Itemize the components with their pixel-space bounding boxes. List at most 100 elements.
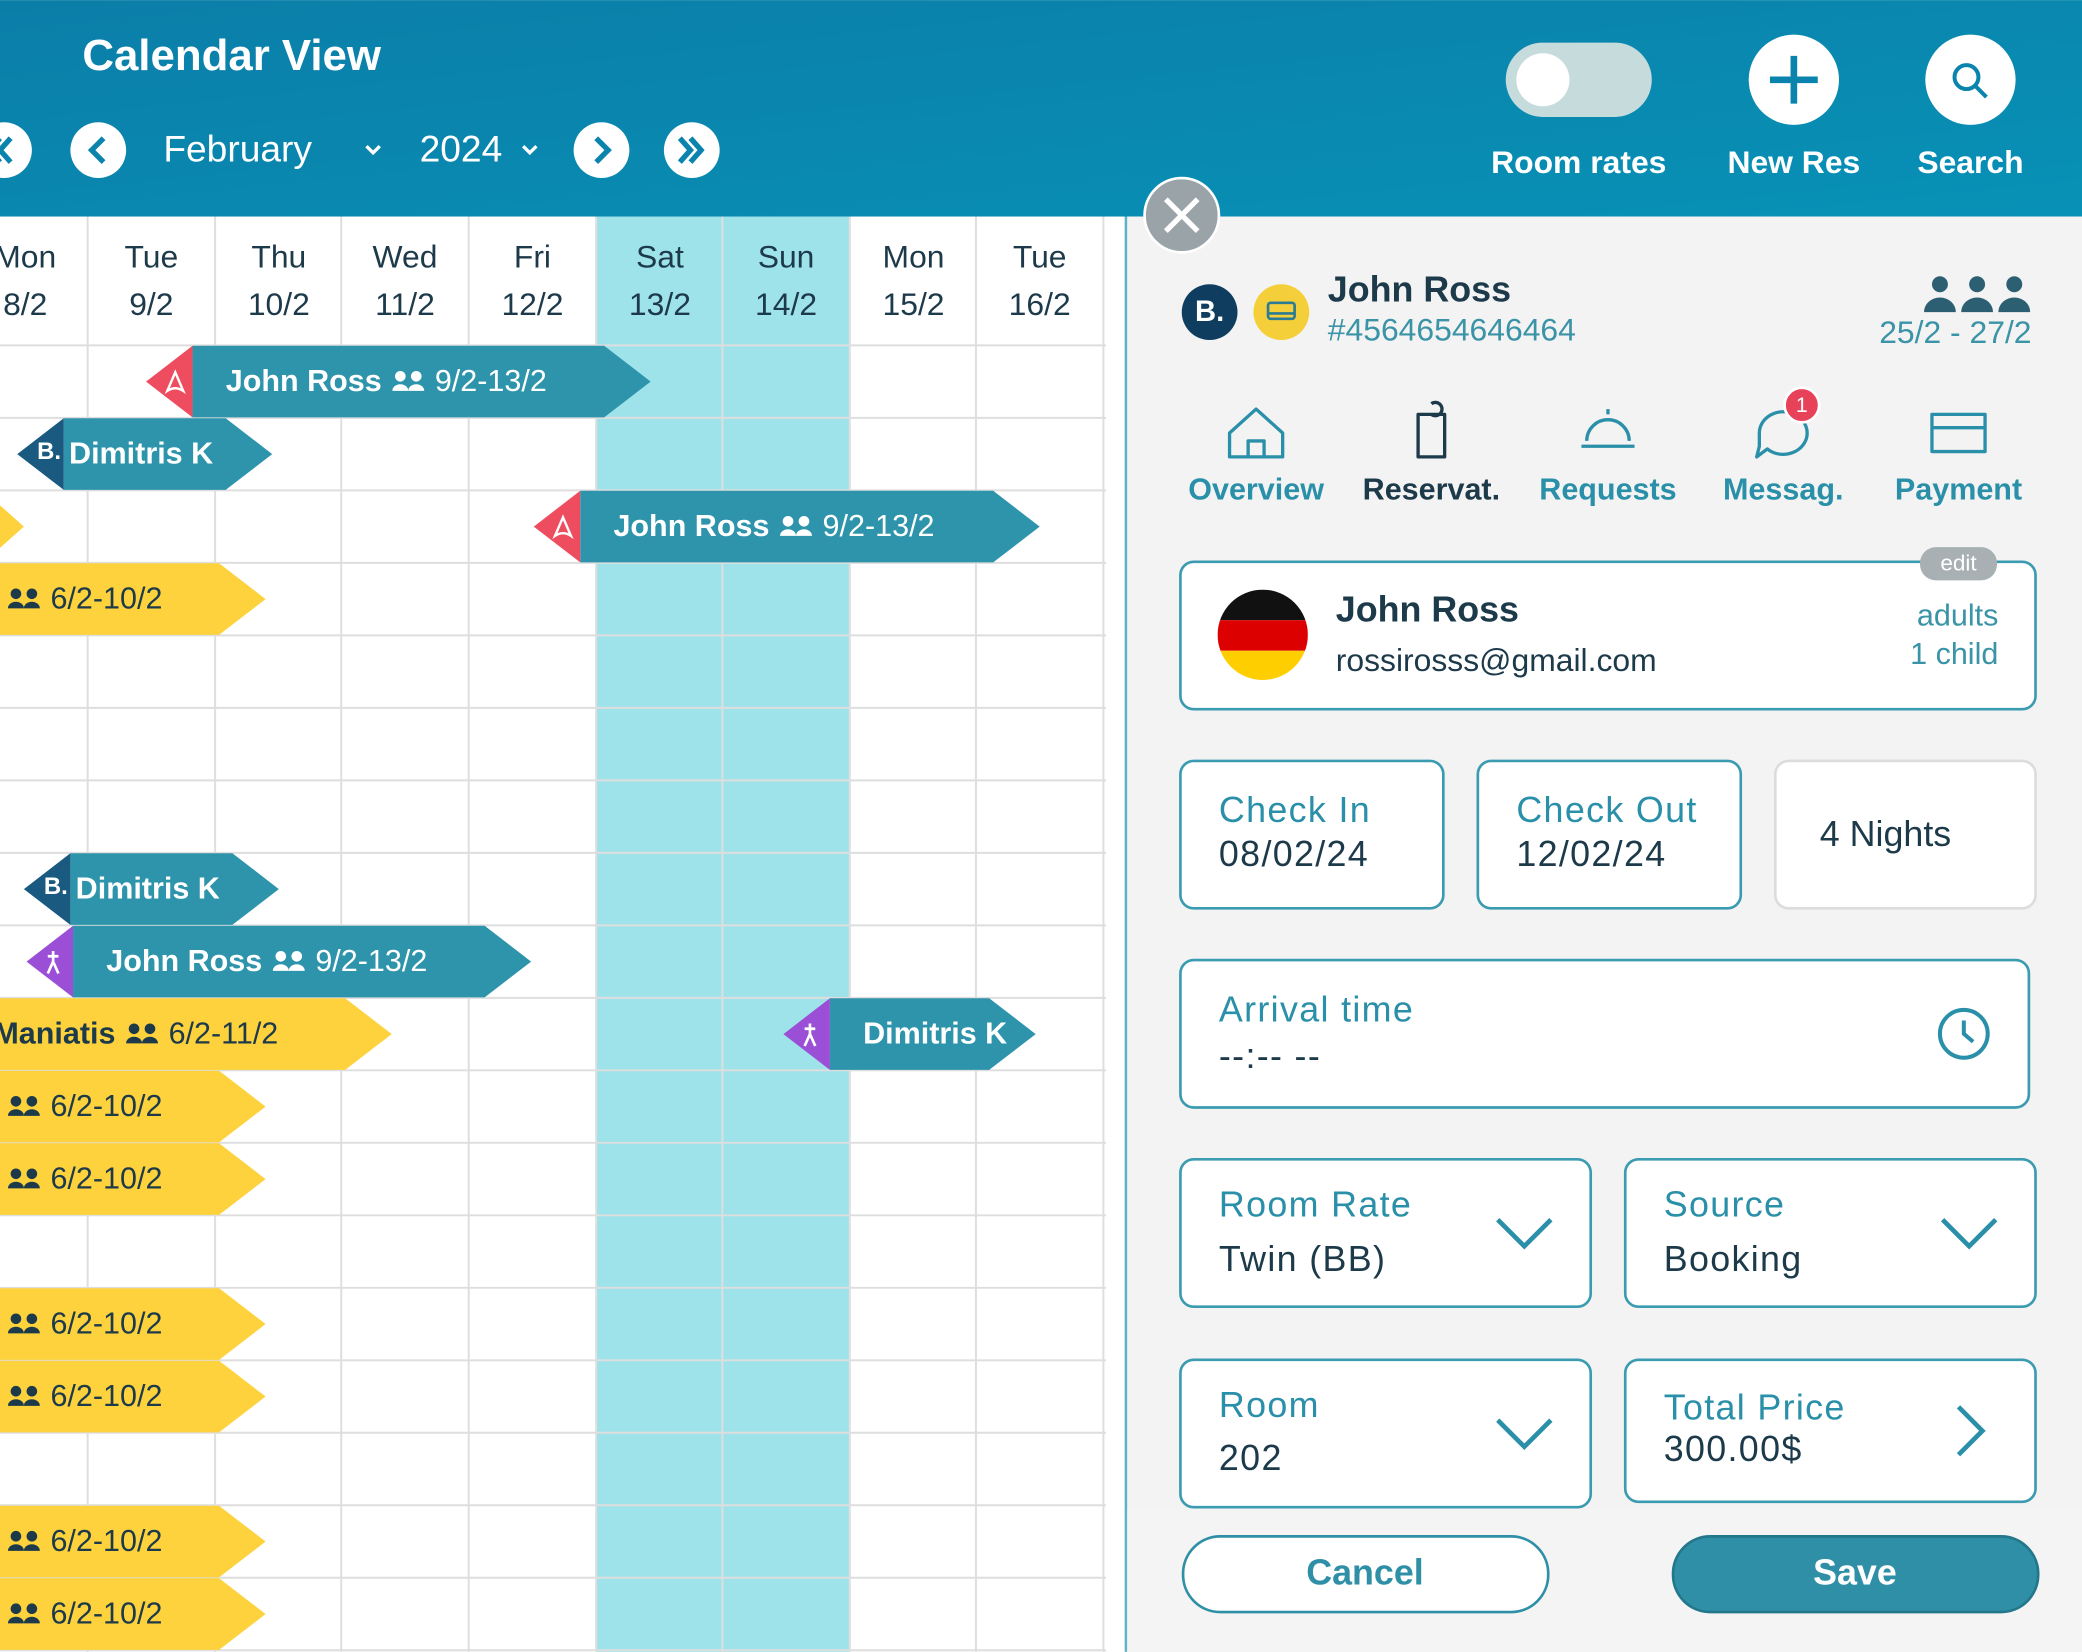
action-label[interactable]: Search [1917, 144, 2023, 180]
new-res-button[interactable] [1748, 34, 1840, 125]
icon-part [23, 1109, 40, 1116]
tab-label[interactable]: Requests [1539, 472, 1676, 506]
booking-name: John Ross [226, 364, 382, 398]
date-range: 25/2 - 27/2 [1879, 314, 2031, 350]
booking-bar[interactable]: 6/2-10/2 [0, 1288, 266, 1360]
bookings: John Ross 9/2-13/2 B. Dimitris K John Ross 9/… [0, 345, 1040, 1650]
edit-label[interactable]: edit [1940, 550, 1977, 575]
save-button[interactable] [1671, 1535, 2040, 1614]
icon-part [7, 1109, 24, 1116]
day-name: Wed [373, 238, 438, 274]
nav-last[interactable] [663, 122, 720, 179]
action-label[interactable]: Room rates [1491, 144, 1666, 180]
source-badge-text: B. [1195, 296, 1224, 328]
day-name: Sat [636, 238, 684, 274]
guests-icon [392, 370, 425, 391]
close-button[interactable] [1143, 176, 1221, 254]
field-label: Check Out [1516, 790, 1697, 830]
field-label: Room Rate [1219, 1185, 1412, 1225]
card-email: rossirosss@gmail.com [1336, 642, 1657, 678]
chevron-right [1956, 1405, 1986, 1457]
day-name: Sun [758, 238, 815, 274]
grid [0, 216, 1107, 1652]
nav-prev[interactable] [70, 122, 127, 179]
booking-name: Dimitris K [863, 1016, 1007, 1050]
tab-label[interactable]: Payment [1895, 472, 2022, 506]
icon-part [144, 1023, 156, 1035]
booking-body [580, 490, 1040, 563]
guests-icon [7, 1530, 40, 1551]
booking-bar[interactable]: 6/2-10/2 [0, 1143, 266, 1215]
booking-bar[interactable]: 6/2-10/2 [0, 1578, 266, 1650]
nav-next[interactable] [573, 122, 630, 179]
booking-bar[interactable]: Maniatis 6/2-11/2 [0, 998, 392, 1070]
icon-part [23, 1544, 40, 1551]
booking-dates: 9/2-13/2 [435, 364, 547, 398]
booking-bar[interactable]: John Ross 9/2-13/2 [146, 345, 651, 418]
field-label: Source [1664, 1185, 1786, 1225]
booking-body [63, 418, 273, 490]
icon-part [392, 384, 409, 391]
form-field[interactable]: Room 202 [1179, 1358, 1593, 1509]
icon-part [10, 1095, 22, 1107]
icon-part [7, 1544, 24, 1551]
icon-part [272, 964, 289, 971]
icon-part [395, 370, 406, 382]
message-badge [1783, 386, 1821, 424]
booking-bar[interactable]: 6/2-10/2 [0, 1360, 266, 1433]
booking-bar[interactable]: John Ross 9/2-13/2 [26, 925, 532, 998]
form-field[interactable]: Room Rate Twin (BB) [1179, 1157, 1593, 1308]
form-field[interactable]: Source Booking [1623, 1157, 2037, 1308]
icon-part [798, 515, 810, 527]
clock-hands [1961, 1020, 1975, 1044]
nav-first[interactable] [0, 122, 32, 179]
tab-label[interactable]: Overview [1188, 472, 1324, 506]
icon-part [10, 1530, 22, 1542]
booking-name: Maniatis [0, 1016, 115, 1050]
booking-bar[interactable]: 6/2-10/2 [0, 1505, 266, 1578]
cancel-label[interactable]: Cancel [1306, 1552, 1424, 1592]
booking-bar[interactable]: B. Dimitris K [17, 418, 273, 490]
booking-bar[interactable]: 6/2-10/2 [0, 1070, 266, 1143]
month-select[interactable]: February [163, 127, 312, 169]
booking-bar[interactable]: B. Dimitris K [23, 853, 279, 925]
field-label: Total Price [1664, 1388, 1846, 1428]
form-field[interactable]: Arrival time --:-- -- [1179, 958, 2031, 1109]
tab-icon [1930, 412, 1987, 454]
booking-body [0, 1143, 266, 1215]
save-label[interactable]: Save [1813, 1552, 1897, 1592]
day-name: Tue [1013, 238, 1067, 274]
booking-bar[interactable]: John Ross 9/2-13/2 [533, 490, 1040, 563]
booking-name: Dimitris K [76, 871, 220, 905]
walk-in-icon [803, 1023, 817, 1047]
edit-button[interactable] [1920, 547, 1998, 581]
booking-body [0, 1360, 266, 1433]
icon-part [408, 384, 425, 391]
field-value: --:-- -- [1219, 1036, 1321, 1076]
year-select[interactable]: 2024 [420, 127, 503, 169]
icon-part [26, 1603, 38, 1615]
booking-bar[interactable]: 6/2-10/2 [0, 563, 266, 635]
day-name: Mon [883, 238, 945, 274]
icon-part [126, 1036, 143, 1044]
channel-tag [146, 345, 193, 418]
channel-tag [17, 418, 64, 490]
tab-label[interactable]: Messag. [1723, 472, 1843, 506]
scroll-gutter [1106, 216, 1126, 1652]
booking-bar[interactable]: Dimitris K [783, 998, 1036, 1070]
room-rates-toggle[interactable] [1505, 42, 1652, 117]
icon-part [26, 1530, 38, 1542]
guest-name: John Ross [1328, 270, 1511, 310]
guests-icon [7, 1313, 40, 1334]
cancel-button[interactable] [1181, 1535, 1550, 1614]
icon-part [23, 1181, 40, 1189]
action-label[interactable]: New Res [1727, 144, 1860, 180]
guests-icon [126, 1023, 158, 1044]
tab-label[interactable]: Reservat. [1363, 472, 1500, 506]
search-button[interactable] [1925, 34, 2016, 125]
field-label: Room [1219, 1385, 1320, 1425]
icon-part [796, 529, 812, 536]
